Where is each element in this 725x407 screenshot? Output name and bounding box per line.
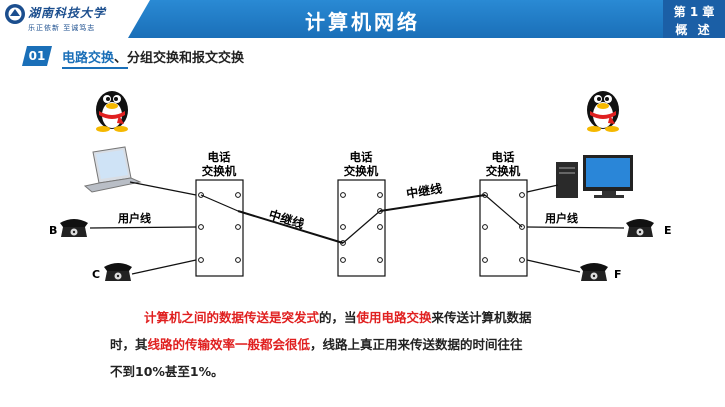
trunk-lines xyxy=(237,194,486,244)
trunk-label-right: 中继线 xyxy=(405,181,443,201)
phone-label-b: B xyxy=(49,224,57,237)
university-motto: 乐正依新 至诚笃志 xyxy=(28,24,96,32)
section-title: 电路交换、分组交换和报文交换 xyxy=(62,47,244,66)
text-segment: 来传送计算机数据 xyxy=(431,310,532,325)
text-segment: ，线路上真正用来传送数据的时间往往 xyxy=(310,337,523,352)
emphasis-circuit-switching: 使用电路交换 xyxy=(356,310,432,325)
text-segment: 的，当 xyxy=(319,310,357,325)
section-underline xyxy=(62,67,128,69)
chapter-name: 概 述 xyxy=(675,23,713,37)
trunk-label-left: 中继线 xyxy=(267,207,306,232)
text-segment: 不到10%甚至1%。 xyxy=(110,364,224,379)
switch-right-label-1: 电话 xyxy=(492,150,515,164)
right-penguin-icon xyxy=(587,91,619,132)
switch-middle-label-2: 交换机 xyxy=(344,164,379,178)
phone-f-icon xyxy=(580,263,608,281)
switch-middle: 电话 交换机 xyxy=(337,150,386,277)
switch-left-label-1: 电话 xyxy=(208,150,231,164)
user-lines xyxy=(89,181,625,275)
phone-label-c: C xyxy=(92,268,100,281)
phone-label-e: E xyxy=(664,224,672,237)
university-emblem-icon xyxy=(5,4,25,24)
explanation-paragraph: 计算机之间的数据传送是突发式的，当使用电路交换来传送计算机数据 时，其线路的传输… xyxy=(110,304,630,385)
switch-left-label-2: 交换机 xyxy=(202,164,237,178)
university-logo: 湖南科技大学 乐正依新 至诚笃志 xyxy=(0,0,150,38)
laptop-icon xyxy=(83,146,142,193)
paragraph-line-2: 时，其线路的传输效率一般都会很低，线路上真正用来传送数据的时间往往 xyxy=(110,331,630,358)
left-penguin-icon xyxy=(96,91,128,132)
course-title: 计算机网络 xyxy=(305,10,420,34)
chapter-number: 第 1 章 xyxy=(673,5,715,19)
paragraph-line-3: 不到10%甚至1%。 xyxy=(110,358,630,385)
phone-label-f: F xyxy=(614,268,622,281)
switch-right: 电话 交换机 xyxy=(479,150,528,277)
switch-right-label-2: 交换机 xyxy=(486,164,521,178)
section-number: 01 xyxy=(22,46,52,66)
switch-middle-label-1: 电话 xyxy=(350,150,373,164)
university-name: 湖南科技大学 xyxy=(28,6,107,20)
title-bar: 湖南科技大学 乐正依新 至诚笃志 计算机网络 第 1 章 概 述 xyxy=(0,0,725,38)
phone-b-icon xyxy=(60,219,88,237)
text-segment: 时，其 xyxy=(110,337,148,352)
emphasis-low-efficiency: 线路的传输效率一般都会很低 xyxy=(147,337,311,352)
user-line-label-left: 用户线 xyxy=(118,211,151,225)
section-title-highlight: 电路交换 xyxy=(62,51,115,66)
emphasis-bursty: 计算机之间的数据传送是突发式 xyxy=(144,310,320,325)
section-title-rest: 、分组交换和报文交换 xyxy=(114,51,245,66)
phone-c-icon xyxy=(104,263,132,281)
chapter-badge: 第 1 章 概 述 xyxy=(663,0,725,38)
user-line-label-right: 用户线 xyxy=(545,211,578,225)
paragraph-line-1: 计算机之间的数据传送是突发式的，当使用电路交换来传送计算机数据 xyxy=(110,304,630,331)
circuit-switching-diagram: B C E F 电话 交换机 电话 交换机 xyxy=(49,91,672,281)
phone-e-icon xyxy=(626,219,654,237)
desktop-computer-icon xyxy=(556,155,633,198)
switch-left: 电话 交换机 xyxy=(195,150,244,277)
